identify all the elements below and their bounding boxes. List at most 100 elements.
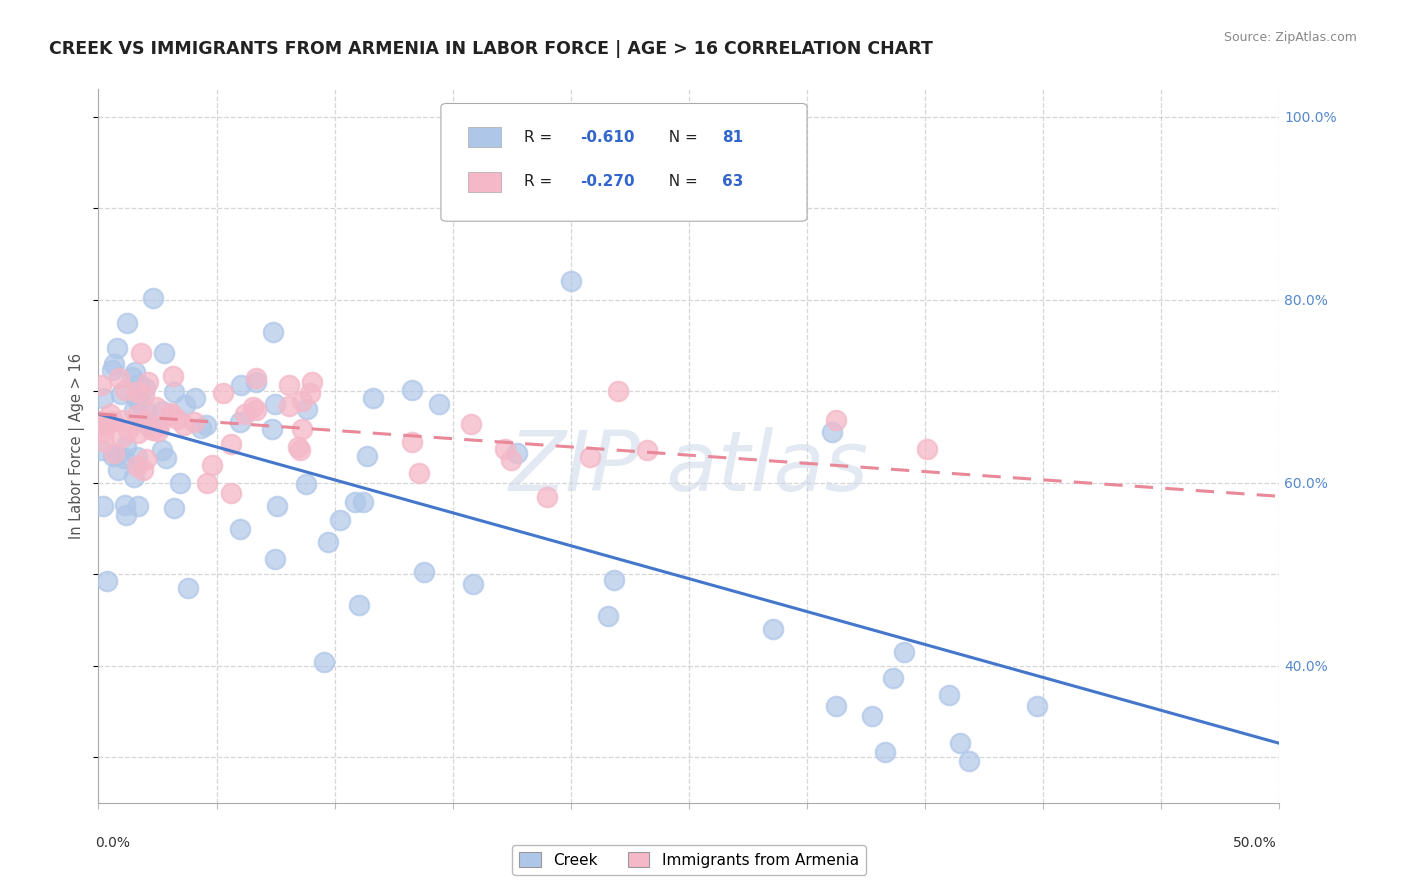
Text: 50.0%: 50.0% xyxy=(1233,836,1277,850)
Point xyxy=(111,430,134,444)
Point xyxy=(110,387,132,401)
Point xyxy=(150,442,173,457)
Point xyxy=(90,414,112,428)
Point xyxy=(107,463,129,477)
Point xyxy=(264,551,287,566)
Point xyxy=(295,477,318,491)
Point xyxy=(408,466,430,480)
Point xyxy=(957,754,980,768)
Point xyxy=(875,745,897,759)
Point xyxy=(142,424,165,438)
Point xyxy=(602,573,624,587)
Point xyxy=(134,381,156,395)
Point xyxy=(148,419,170,434)
Point xyxy=(762,622,785,636)
Point xyxy=(101,414,124,428)
Point xyxy=(125,450,148,464)
Point xyxy=(1025,698,1047,713)
Point xyxy=(122,403,145,417)
Point xyxy=(150,404,173,418)
Point xyxy=(117,423,139,437)
Point xyxy=(288,442,311,457)
Point xyxy=(132,414,155,428)
Point xyxy=(825,413,848,427)
Point xyxy=(494,442,516,457)
Point xyxy=(312,655,335,669)
Point xyxy=(413,565,436,579)
Point xyxy=(91,434,114,449)
Point xyxy=(329,513,352,527)
Point xyxy=(183,416,205,430)
Point xyxy=(125,408,148,422)
Text: ZIP atlas: ZIP atlas xyxy=(509,427,869,508)
Point xyxy=(301,375,323,389)
Point xyxy=(114,383,136,397)
Point xyxy=(242,401,264,415)
Point xyxy=(166,411,188,425)
Point xyxy=(127,425,149,440)
Point xyxy=(132,388,155,402)
Point xyxy=(112,413,135,427)
Point xyxy=(463,577,485,591)
Point xyxy=(114,508,136,523)
Point xyxy=(266,499,288,513)
Point xyxy=(101,449,124,463)
Point xyxy=(173,417,195,432)
Point xyxy=(103,446,125,460)
Point xyxy=(229,416,252,430)
Text: N =: N = xyxy=(659,129,703,145)
Point xyxy=(107,448,129,462)
Point xyxy=(219,485,242,500)
Point xyxy=(114,498,136,512)
Point xyxy=(245,375,267,389)
Point xyxy=(401,383,423,397)
Text: N =: N = xyxy=(659,175,703,189)
Point xyxy=(91,416,114,430)
Point xyxy=(162,369,184,384)
Point xyxy=(115,317,138,331)
Point xyxy=(100,407,122,421)
Point xyxy=(636,442,658,457)
Legend: Creek, Immigrants from Armenia: Creek, Immigrants from Armenia xyxy=(512,845,866,875)
Point xyxy=(125,458,148,473)
Point xyxy=(127,499,149,513)
Point xyxy=(91,391,114,405)
Point xyxy=(291,394,314,409)
Point xyxy=(287,440,309,454)
Text: R =: R = xyxy=(523,129,557,145)
Point xyxy=(245,403,267,417)
Point xyxy=(506,446,529,460)
Text: 63: 63 xyxy=(723,175,744,189)
Point xyxy=(356,449,378,463)
Point xyxy=(121,370,143,384)
Text: -0.610: -0.610 xyxy=(581,129,634,145)
Point xyxy=(607,384,630,398)
Point xyxy=(460,417,482,431)
Point xyxy=(124,392,146,406)
Point xyxy=(278,378,301,392)
Point xyxy=(194,417,217,432)
Point xyxy=(353,495,375,509)
Point xyxy=(229,523,252,537)
Point xyxy=(131,415,153,429)
Point xyxy=(124,365,146,379)
Point xyxy=(536,490,558,504)
FancyBboxPatch shape xyxy=(441,103,807,221)
Point xyxy=(349,599,371,613)
Point xyxy=(219,437,242,451)
Point xyxy=(579,450,602,464)
Point xyxy=(361,391,384,405)
Y-axis label: In Labor Force | Age > 16: In Labor Force | Age > 16 xyxy=(69,353,86,539)
Point xyxy=(190,420,212,434)
Text: CREEK VS IMMIGRANTS FROM ARMENIA IN LABOR FORCE | AGE > 16 CORRELATION CHART: CREEK VS IMMIGRANTS FROM ARMENIA IN LABO… xyxy=(49,40,934,58)
Point xyxy=(882,671,904,685)
Point xyxy=(163,385,186,400)
Point xyxy=(146,425,169,439)
Point xyxy=(145,400,167,414)
Point xyxy=(132,463,155,477)
Point xyxy=(96,416,118,430)
Text: 81: 81 xyxy=(723,129,744,145)
Point xyxy=(211,386,233,401)
Point xyxy=(264,397,287,411)
Point xyxy=(128,394,150,409)
